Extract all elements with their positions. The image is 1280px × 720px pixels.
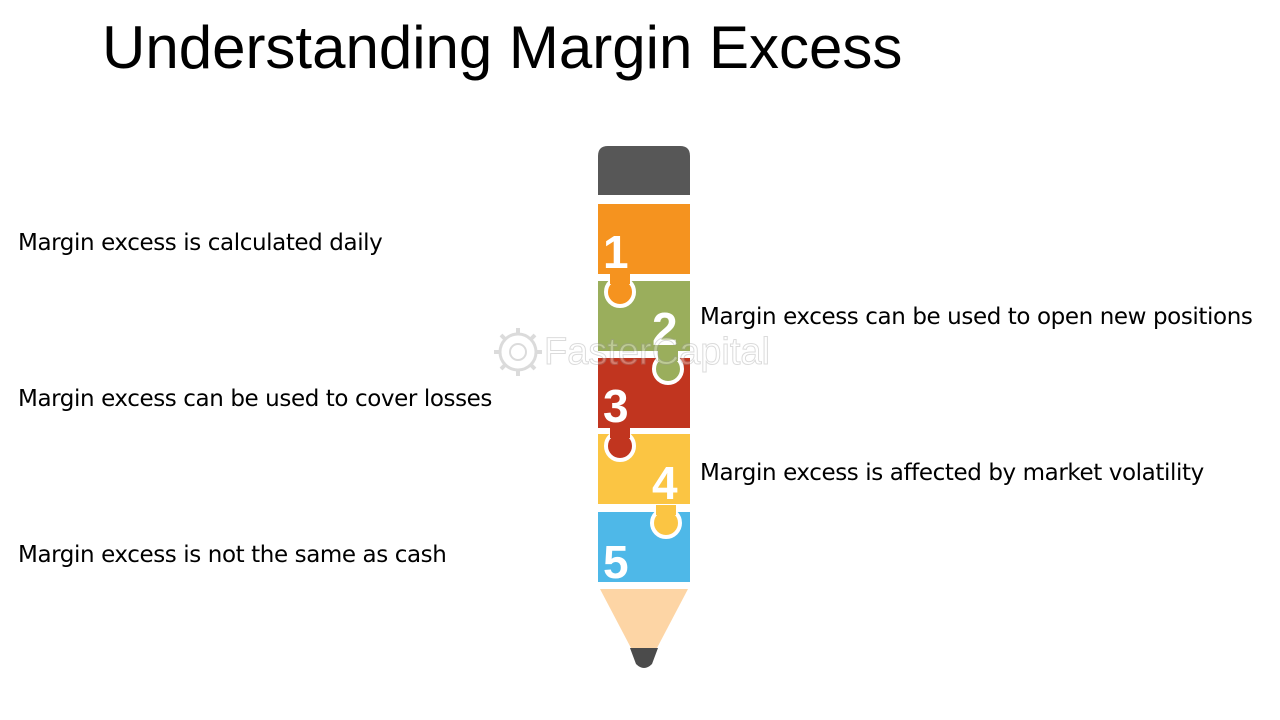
step-number-5: 5 [603,536,629,588]
step-label-2: Margin excess can be used to open new po… [700,303,1252,331]
pencil-eraser [598,146,690,195]
watermark: FasterCapital [492,326,770,378]
step-label-5: Margin excess is not the same as cash [18,541,446,569]
gear-logo-icon [492,326,544,378]
pencil-lead [630,648,658,668]
watermark-text: FasterCapital [544,331,770,374]
segment-dividers [598,196,690,204]
step-label-4: Margin excess is affected by market vola… [700,459,1204,487]
pencil-wood-tip [600,589,688,648]
step-number-1: 1 [603,226,629,278]
step-number-4: 4 [652,457,678,509]
step-label-1: Margin excess is calculated daily [18,229,382,257]
step-number-3: 3 [603,380,629,432]
step-label-3: Margin excess can be used to cover losse… [18,385,492,413]
